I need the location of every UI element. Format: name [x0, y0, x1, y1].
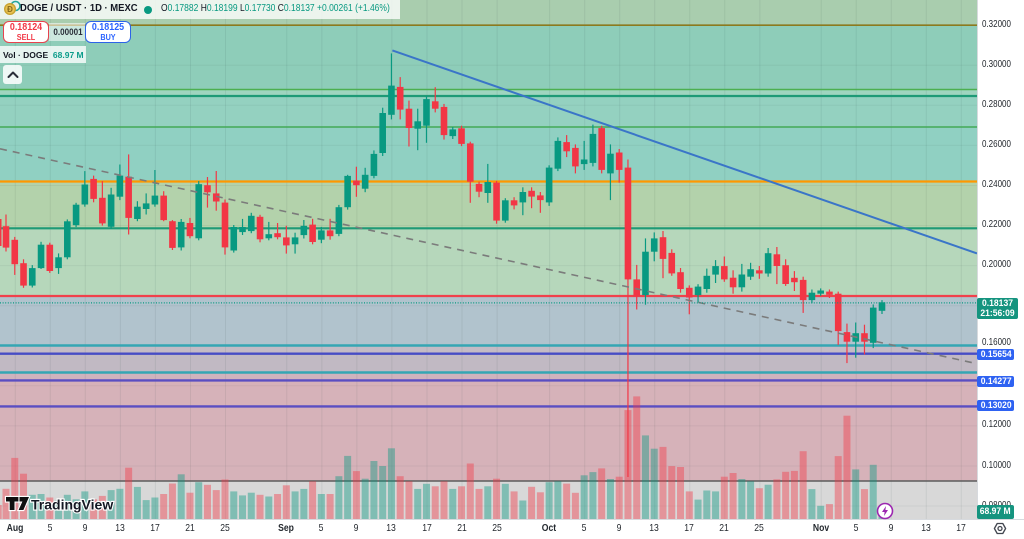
svg-text:Ð: Ð	[7, 5, 13, 14]
svg-text:TradingView: TradingView	[31, 497, 113, 513]
